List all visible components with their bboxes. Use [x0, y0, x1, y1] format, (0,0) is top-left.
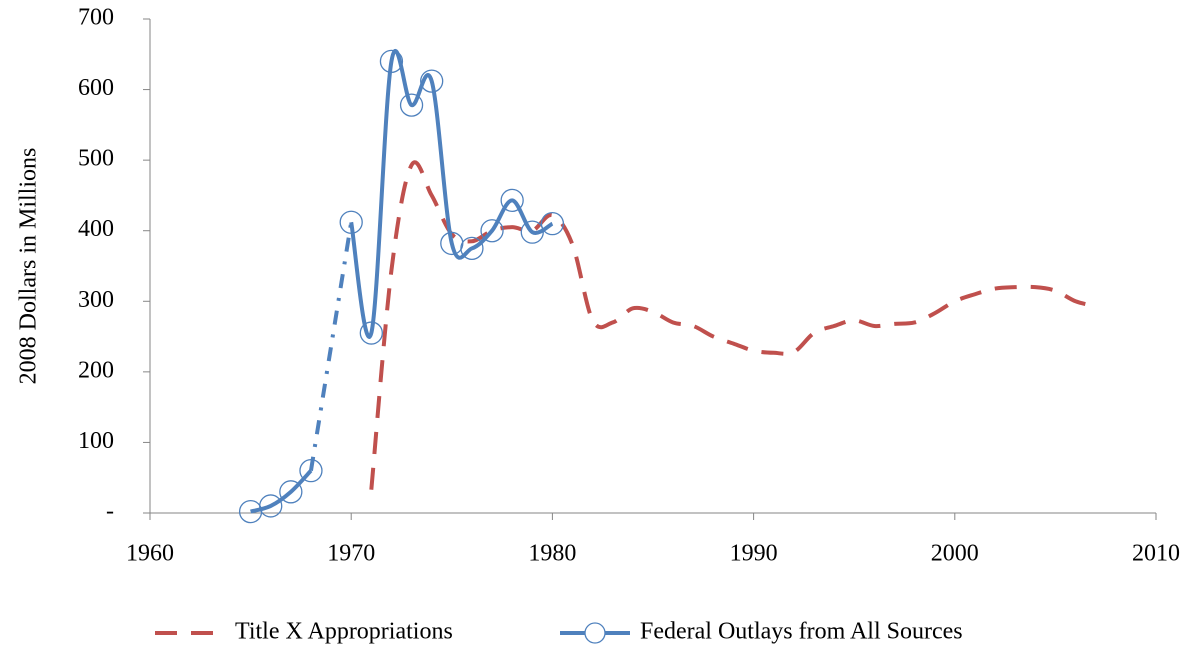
- y-tick-label: 400: [78, 216, 114, 242]
- y-tick-label: 200: [78, 357, 114, 383]
- series-line: [349, 49, 554, 339]
- marker: [520, 220, 544, 244]
- x-tick-label: 2010: [1132, 541, 1180, 567]
- gap-connector: [308, 221, 354, 471]
- x-tick-label: 1990: [730, 541, 778, 567]
- marker: [379, 49, 404, 73]
- y-tick-label: 100: [78, 428, 114, 454]
- marker: [500, 188, 524, 213]
- y-tick-label: 600: [78, 75, 114, 101]
- legend-marker: [584, 622, 606, 644]
- marker: [460, 236, 484, 261]
- x-tick-label: 1970: [327, 541, 375, 567]
- y-tick-label: 500: [78, 146, 114, 172]
- marker: [339, 210, 363, 234]
- marker: [440, 231, 464, 256]
- marker: [540, 212, 565, 236]
- series-line: [250, 469, 313, 514]
- x-tick-label: 2000: [931, 541, 979, 567]
- marker: [399, 93, 424, 117]
- y-axis-label: 2008 Dollars in Millions: [16, 148, 42, 385]
- legend-label: Federal Outlays from All Sources: [640, 619, 963, 645]
- marker: [359, 321, 383, 345]
- x-tick-label: 1980: [528, 541, 576, 567]
- marker: [299, 459, 323, 483]
- legend-label: Title X Appropriations: [235, 619, 453, 645]
- y-tick-label: 300: [78, 287, 114, 313]
- series-line: [369, 160, 1097, 490]
- y-tick-label: -: [106, 499, 114, 525]
- x-tick-label: 1960: [126, 541, 174, 567]
- marker: [420, 69, 444, 93]
- marker: [480, 219, 504, 243]
- marker: [279, 480, 303, 504]
- marker: [259, 494, 283, 518]
- y-tick-label: 700: [78, 5, 114, 31]
